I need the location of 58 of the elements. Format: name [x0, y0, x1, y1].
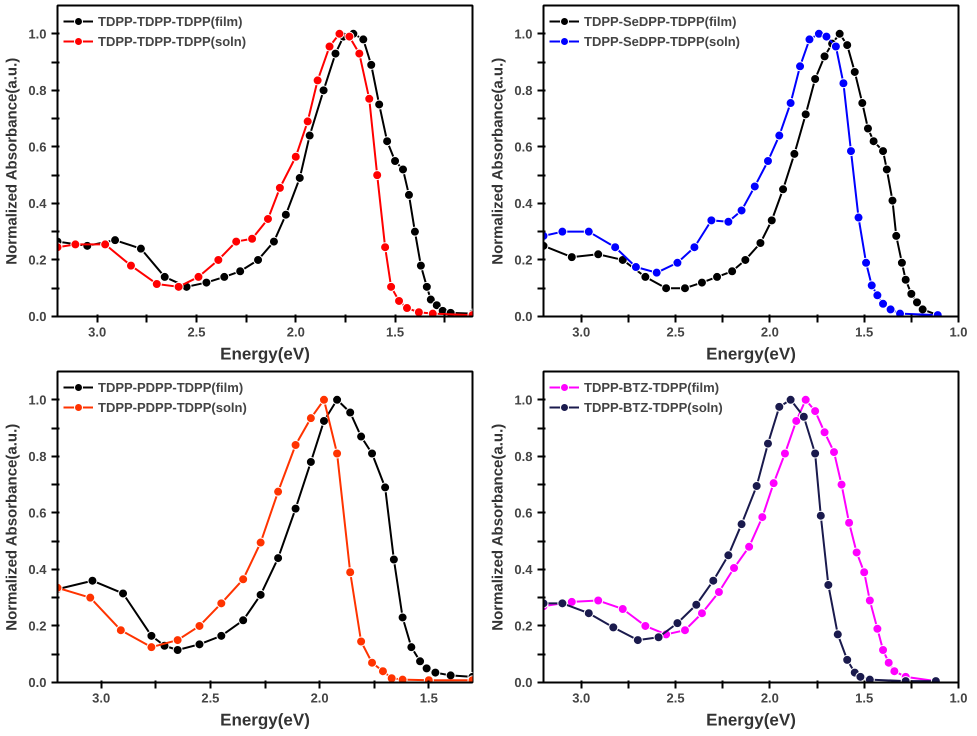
- x-tick-label: 2.0: [286, 324, 305, 340]
- y-tick-label: 0.4: [514, 562, 534, 577]
- y-axis-title: Normalized Absorbance(a.u.): [3, 58, 20, 265]
- y-tick-label: 0.8: [514, 82, 533, 98]
- x-tick-label: 3.0: [572, 690, 590, 706]
- y-tick-label: 0.6: [514, 139, 533, 154]
- x-tick-label: 1.5: [386, 324, 404, 340]
- x-axis-title: Energy(eV): [220, 344, 310, 364]
- y-tick-label: 0.4: [28, 196, 48, 211]
- x-tick-label: 1.5: [855, 690, 874, 706]
- y-tick-label: 0.6: [28, 139, 47, 154]
- x-tick-label: 2.5: [666, 324, 685, 340]
- y-tick-label: 1.0: [28, 26, 47, 42]
- x-tick-label: 2.0: [760, 324, 779, 340]
- legend-label: TDPP-TDPP-TDPP(film): [98, 14, 242, 28]
- legend-label: TDPP-TDPP-TDPP(soln): [98, 34, 246, 48]
- x-tick-label: 3.0: [88, 324, 106, 340]
- x-tick-label: 3.0: [572, 324, 590, 340]
- x-tick-label: 2.0: [310, 690, 329, 706]
- x-tick-label: 2.0: [760, 690, 779, 706]
- y-tick-label: 1.0: [514, 26, 533, 42]
- y-tick-label: 0.4: [28, 562, 48, 577]
- x-axis-title: Energy(eV): [706, 710, 796, 730]
- y-tick-label: 0.0: [514, 675, 533, 690]
- y-axis-title: Normalized Absorbance(a.u.): [489, 58, 506, 265]
- y-tick-label: 0.0: [514, 309, 533, 324]
- x-axis-title: Energy(eV): [220, 710, 310, 730]
- y-tick-label: 0.2: [514, 252, 533, 268]
- y-tick-label: 1.0: [514, 392, 533, 408]
- x-tick-label: 1.5: [855, 324, 874, 340]
- y-tick-label: 0.0: [28, 675, 47, 690]
- legend-label: TDPP-BTZ-TDPP(soln): [584, 400, 723, 414]
- x-tick-label: 3.0: [92, 690, 110, 706]
- legend-label: TDPP-SeDPP-TDPP(film): [584, 14, 736, 28]
- y-tick-label: 0.2: [28, 252, 47, 268]
- x-tick-label: 2.5: [187, 324, 206, 340]
- legend-label: TDPP-PDPP-TDPP(soln): [98, 400, 247, 414]
- y-tick-label: 0.6: [28, 505, 47, 520]
- x-axis-title: Energy(eV): [706, 344, 796, 364]
- x-tick-label: 2.5: [666, 690, 685, 706]
- y-axis-title: Normalized Absorbance(a.u.): [489, 424, 506, 631]
- x-tick-label: 1.5: [420, 690, 438, 706]
- legend-label: TDPP-BTZ-TDPP(film): [584, 380, 720, 394]
- legend-label: TDPP-PDPP-TDPP(film): [98, 380, 244, 394]
- y-tick-label: 0.0: [28, 309, 47, 324]
- y-axis-title: Normalized Absorbance(a.u.): [3, 424, 20, 631]
- y-tick-label: 0.6: [514, 505, 533, 520]
- x-tick-label: 2.5: [201, 690, 220, 706]
- y-tick-label: 1.0: [28, 392, 47, 408]
- y-tick-label: 0.8: [514, 448, 533, 464]
- y-tick-label: 0.2: [28, 618, 47, 634]
- y-tick-label: 0.2: [514, 618, 533, 634]
- x-tick-label: 1.0: [949, 690, 968, 706]
- y-tick-label: 0.4: [514, 196, 534, 211]
- x-tick-label: 1.0: [949, 324, 968, 340]
- y-tick-label: 0.8: [28, 82, 47, 98]
- legend-label: TDPP-SeDPP-TDPP(soln): [584, 34, 740, 48]
- y-tick-label: 0.8: [28, 448, 47, 464]
